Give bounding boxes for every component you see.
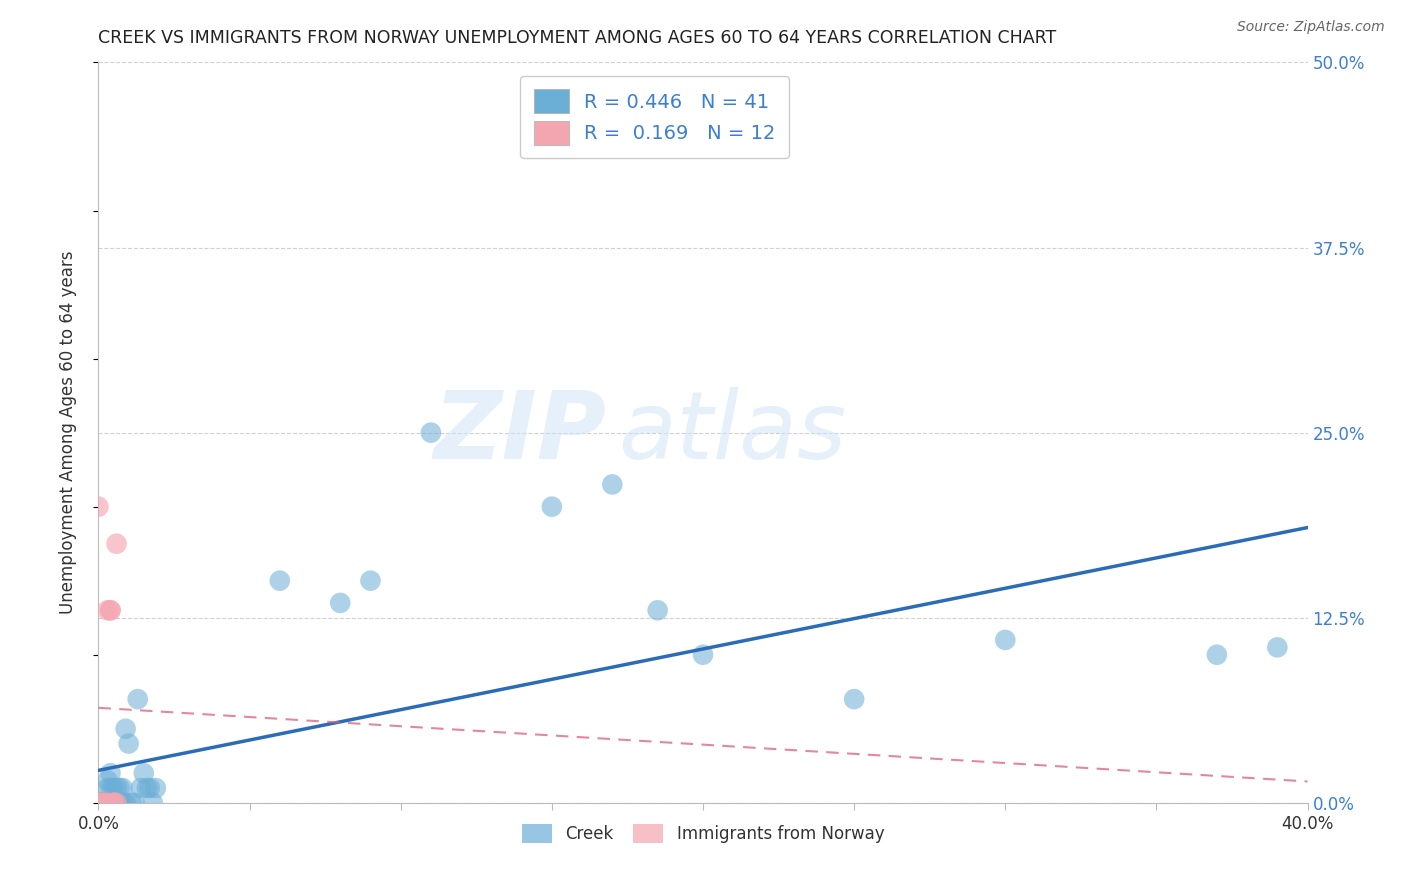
Point [420, 425, 443, 440]
Point [329, 596, 352, 610]
Point [111, 796, 134, 810]
Point [103, 796, 125, 810]
Point [139, 780, 162, 795]
Point [103, 796, 125, 810]
Point [87, 796, 110, 810]
Point [111, 780, 134, 795]
Point [96, 603, 118, 617]
Point [114, 796, 136, 810]
Point [844, 692, 866, 706]
Point [100, 780, 122, 795]
Point [994, 632, 1017, 647]
Point [105, 796, 128, 810]
Text: atlas: atlas [619, 387, 846, 478]
Point [118, 737, 141, 751]
Point [90, 796, 112, 810]
Point [105, 780, 128, 795]
Point [108, 796, 131, 810]
Point [135, 780, 157, 795]
Point [105, 796, 128, 810]
Point [103, 780, 125, 795]
Point [100, 603, 122, 617]
Point [108, 780, 131, 795]
Point [90, 796, 112, 810]
Point [96, 773, 118, 788]
Point [93, 796, 115, 810]
Legend: Creek, Immigrants from Norway: Creek, Immigrants from Norway [515, 817, 891, 850]
Text: ZIP: ZIP [433, 386, 606, 479]
Point [127, 692, 149, 706]
Point [103, 796, 125, 810]
Point [87, 500, 110, 514]
Point [103, 796, 125, 810]
Point [100, 766, 122, 780]
Point [96, 796, 118, 810]
Text: CREEK VS IMMIGRANTS FROM NORWAY UNEMPLOYMENT AMONG AGES 60 TO 64 YEARS CORRELATI: CREEK VS IMMIGRANTS FROM NORWAY UNEMPLOY… [98, 29, 1057, 47]
Point [142, 796, 165, 810]
Point [121, 796, 143, 810]
Point [692, 648, 714, 662]
Point [93, 796, 115, 810]
Point [1267, 640, 1289, 655]
Point [647, 603, 669, 617]
Point [96, 796, 118, 810]
Point [93, 796, 115, 810]
Point [145, 780, 167, 795]
Point [360, 574, 382, 588]
Point [87, 796, 110, 810]
Point [132, 766, 155, 780]
Point [96, 780, 118, 795]
Point [540, 500, 562, 514]
Point [100, 603, 122, 617]
Point [602, 477, 624, 491]
Point [269, 574, 291, 588]
Text: Source: ZipAtlas.com: Source: ZipAtlas.com [1237, 20, 1385, 34]
Point [129, 780, 152, 795]
Y-axis label: Unemployment Among Ages 60 to 64 years: Unemployment Among Ages 60 to 64 years [59, 251, 77, 615]
Point [114, 722, 136, 736]
Point [100, 796, 122, 810]
Point [1206, 648, 1229, 662]
Point [124, 796, 146, 810]
Point [90, 796, 112, 810]
Point [105, 536, 128, 550]
